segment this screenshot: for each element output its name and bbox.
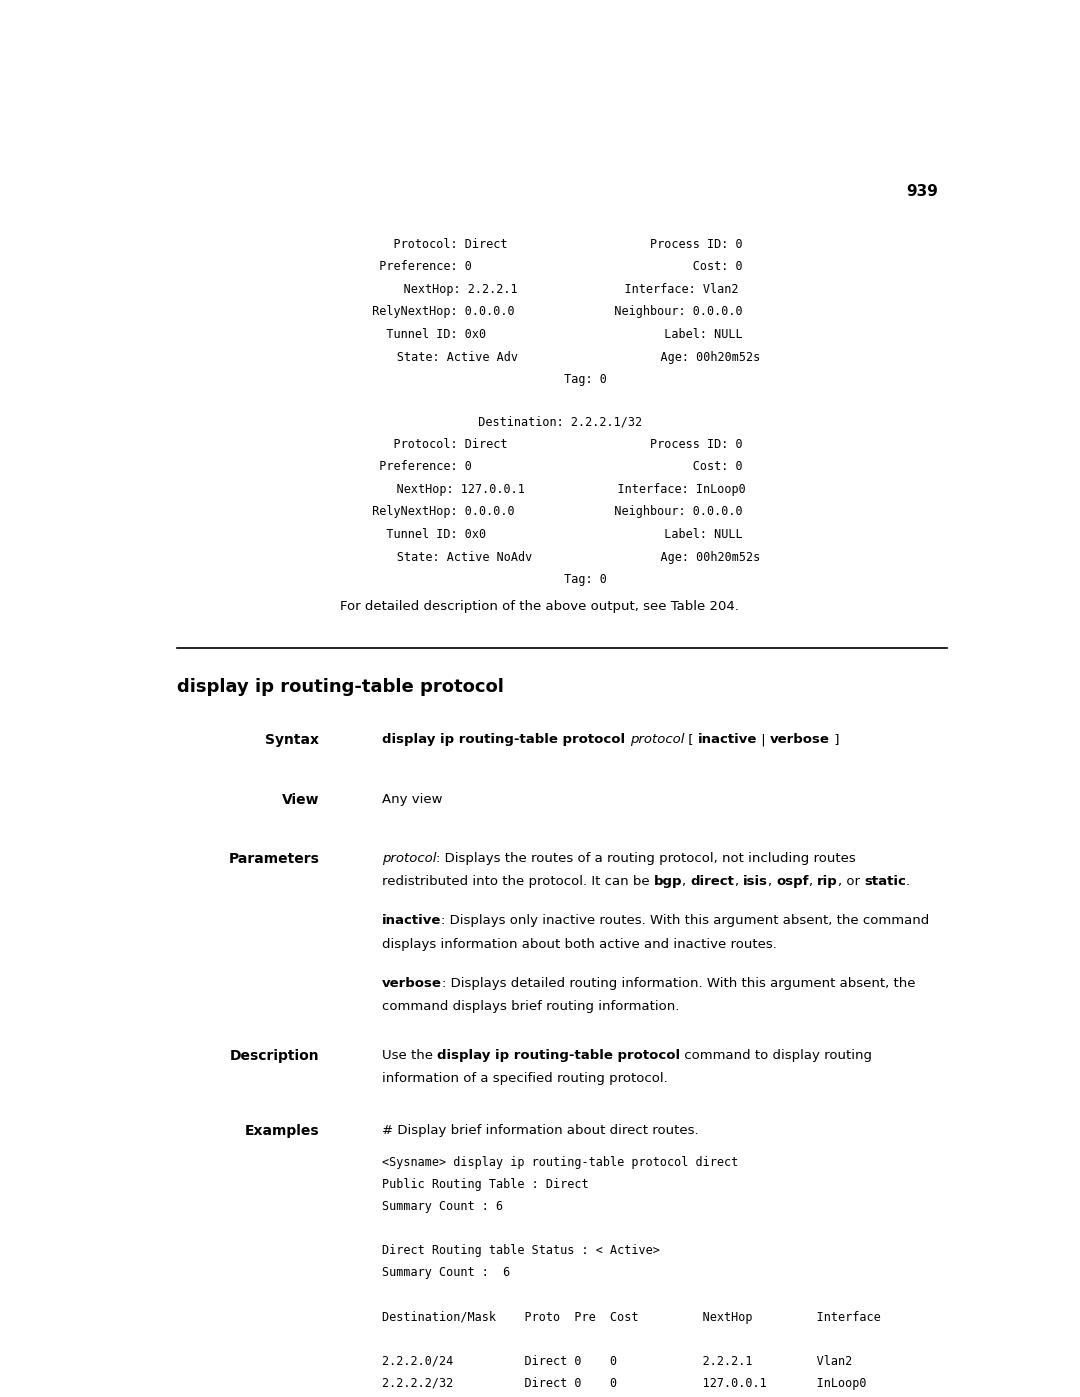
Text: protocol: protocol — [382, 852, 436, 865]
Text: Tag: 0: Tag: 0 — [500, 373, 607, 386]
Text: Public Routing Table : Direct: Public Routing Table : Direct — [382, 1178, 589, 1192]
Text: ospf: ospf — [777, 876, 809, 888]
Text: display ip routing-table protocol: display ip routing-table protocol — [382, 733, 630, 746]
Text: ]: ] — [829, 733, 839, 746]
Text: : Displays the routes of a routing protocol, not including routes: : Displays the routes of a routing proto… — [436, 852, 856, 865]
Text: redistributed into the protocol. It can be: redistributed into the protocol. It can … — [382, 876, 653, 888]
Text: For detailed description of the above output, see Table 204.: For detailed description of the above ou… — [340, 601, 739, 613]
Text: inactive: inactive — [382, 914, 442, 928]
Text: <Sysname> display ip routing-table protocol direct: <Sysname> display ip routing-table proto… — [382, 1157, 738, 1169]
Text: protocol: protocol — [630, 733, 684, 746]
Text: direct: direct — [691, 876, 734, 888]
Text: information of a specified routing protocol.: information of a specified routing proto… — [382, 1073, 667, 1085]
Text: Direct Routing table Status : < Active>: Direct Routing table Status : < Active> — [382, 1245, 660, 1257]
Text: : Displays only inactive routes. With this argument absent, the command: : Displays only inactive routes. With th… — [442, 914, 930, 928]
Text: command to display routing: command to display routing — [680, 1049, 873, 1062]
Text: display ip routing-table protocol: display ip routing-table protocol — [177, 678, 503, 696]
Text: 939: 939 — [906, 184, 939, 198]
Text: : Displays detailed routing information. With this argument absent, the: : Displays detailed routing information.… — [442, 977, 915, 989]
Text: Description: Description — [230, 1049, 320, 1063]
Text: ,: , — [683, 876, 691, 888]
Text: displays information about both active and inactive routes.: displays information about both active a… — [382, 937, 777, 951]
Text: Tunnel ID: 0x0                         Label: NULL: Tunnel ID: 0x0 Label: NULL — [365, 528, 742, 541]
Text: Protocol: Direct                    Process ID: 0: Protocol: Direct Process ID: 0 — [365, 437, 742, 451]
Text: Examples: Examples — [244, 1125, 320, 1139]
Text: bgp: bgp — [653, 876, 683, 888]
Text: Any view: Any view — [382, 792, 443, 806]
Text: RelyNextHop: 0.0.0.0              Neighbour: 0.0.0.0: RelyNextHop: 0.0.0.0 Neighbour: 0.0.0.0 — [365, 306, 742, 319]
Text: [: [ — [684, 733, 698, 746]
Text: Summary Count :  6: Summary Count : 6 — [382, 1267, 510, 1280]
Text: Syntax: Syntax — [266, 733, 320, 747]
Text: |: | — [757, 733, 770, 746]
Text: NextHop: 2.2.2.1               Interface: Vlan2: NextHop: 2.2.2.1 Interface: Vlan2 — [368, 282, 739, 296]
Text: isis: isis — [743, 876, 768, 888]
Text: .: . — [906, 876, 910, 888]
Text: verbose: verbose — [770, 733, 829, 746]
Text: inactive: inactive — [698, 733, 757, 746]
Text: RelyNextHop: 0.0.0.0              Neighbour: 0.0.0.0: RelyNextHop: 0.0.0.0 Neighbour: 0.0.0.0 — [365, 506, 742, 518]
Text: 2.2.2.2/32          Direct 0    0            127.0.0.1       InLoop0: 2.2.2.2/32 Direct 0 0 127.0.0.1 InLoop0 — [382, 1376, 866, 1390]
Text: Preference: 0                               Cost: 0: Preference: 0 Cost: 0 — [365, 260, 742, 274]
Text: Destination/Mask    Proto  Pre  Cost         NextHop         Interface: Destination/Mask Proto Pre Cost NextHop … — [382, 1310, 880, 1323]
Text: static: static — [864, 876, 906, 888]
Text: State: Active NoAdv                  Age: 00h20m52s: State: Active NoAdv Age: 00h20m52s — [347, 550, 760, 563]
Text: Summary Count : 6: Summary Count : 6 — [382, 1200, 503, 1214]
Text: display ip routing-table protocol: display ip routing-table protocol — [437, 1049, 680, 1062]
Text: Protocol: Direct                    Process ID: 0: Protocol: Direct Process ID: 0 — [365, 237, 742, 250]
Text: # Display brief information about direct routes.: # Display brief information about direct… — [382, 1125, 699, 1137]
Text: verbose: verbose — [382, 977, 442, 989]
Text: Tunnel ID: 0x0                         Label: NULL: Tunnel ID: 0x0 Label: NULL — [365, 328, 742, 341]
Text: Preference: 0                               Cost: 0: Preference: 0 Cost: 0 — [365, 460, 742, 474]
Text: View: View — [282, 792, 320, 806]
Text: ,: , — [768, 876, 777, 888]
Text: , or: , or — [838, 876, 864, 888]
Text: Tag: 0: Tag: 0 — [500, 573, 607, 587]
Text: ,: , — [809, 876, 818, 888]
Text: ,: , — [734, 876, 743, 888]
Text: Parameters: Parameters — [228, 852, 320, 866]
Text: Use the: Use the — [382, 1049, 437, 1062]
Text: 2.2.2.0/24          Direct 0    0            2.2.2.1         Vlan2: 2.2.2.0/24 Direct 0 0 2.2.2.1 Vlan2 — [382, 1355, 852, 1368]
Text: State: Active Adv                    Age: 00h20m52s: State: Active Adv Age: 00h20m52s — [347, 351, 760, 363]
Text: command displays brief routing information.: command displays brief routing informati… — [382, 1000, 679, 1013]
Text: rip: rip — [818, 876, 838, 888]
Text: NextHop: 127.0.0.1             Interface: InLoop0: NextHop: 127.0.0.1 Interface: InLoop0 — [361, 483, 746, 496]
Text: Destination: 2.2.2.1/32: Destination: 2.2.2.1/32 — [464, 415, 643, 427]
